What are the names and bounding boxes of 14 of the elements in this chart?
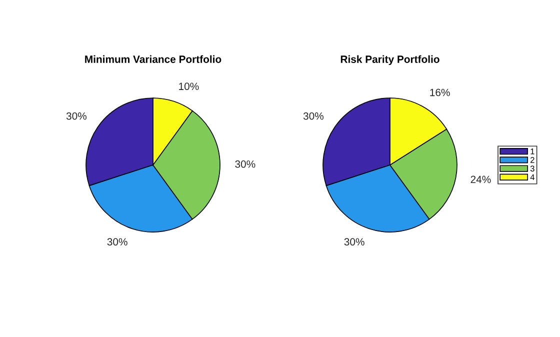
legend-label: 1 [530, 148, 534, 154]
data-label: 30% [66, 112, 86, 120]
legend-label: 3 [530, 166, 534, 172]
data-label: 30% [235, 160, 256, 168]
data-label: 10% [179, 82, 199, 90]
data-label: 16% [430, 88, 450, 96]
chart-title: Risk Parity Portfolio [340, 55, 440, 65]
legend-label: 4 [530, 174, 534, 180]
data-label: 30% [303, 112, 324, 120]
chart-title: Minimum Variance Portfolio [85, 55, 222, 63]
data-label: 24% [470, 176, 491, 184]
legend-label: 2 [530, 157, 534, 163]
data-label: 30% [107, 238, 128, 246]
data-label: 30% [344, 238, 364, 246]
